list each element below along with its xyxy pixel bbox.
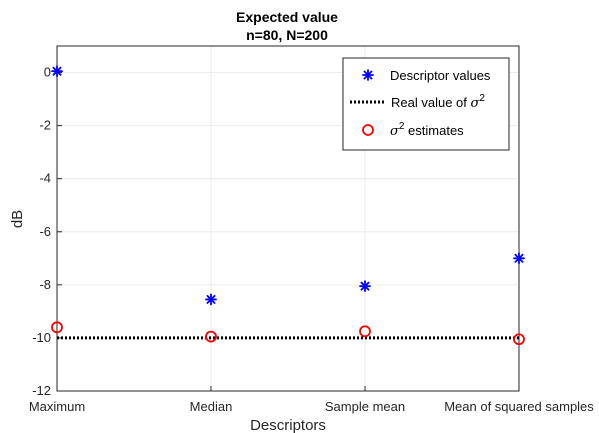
sigma-estimate-point [359, 325, 371, 338]
x-tick-label: Maximum [29, 399, 85, 414]
y-tick-label: -2 [39, 118, 51, 133]
y-tick-label: -4 [39, 171, 51, 186]
x-tick-label: Sample mean [325, 399, 405, 414]
asterisk-stroke [363, 70, 373, 80]
asterisk-stroke [206, 294, 216, 304]
legend-superscript: 2 [479, 93, 485, 104]
asterisk-stroke [514, 253, 524, 263]
sigma-estimate-point [205, 330, 217, 343]
asterisk-stroke [360, 281, 370, 291]
descriptor-value-point [359, 280, 371, 293]
legend-entry-label: Descriptor values [390, 68, 491, 83]
descriptor-value-point [51, 65, 63, 78]
y-tick-label: -6 [39, 224, 51, 239]
legend-label-text: Real value of [391, 95, 471, 110]
x-axis-label: Descriptors [250, 417, 326, 433]
descriptor-value-point [205, 293, 217, 306]
chart-title-line-2: n=80, N=200 [246, 27, 328, 43]
y-tick-label: -12 [32, 383, 51, 398]
legend-label-text: Descriptor values [390, 68, 491, 83]
chart-title-line-1: Expected value [236, 9, 338, 25]
legend-entry-label: σ2 estimates [390, 121, 464, 139]
x-tick-label: Median [190, 399, 233, 414]
legend-circle-icon [362, 124, 374, 136]
legend-asterisk-icon [362, 69, 374, 81]
x-tick-label: Mean of squared samples [444, 399, 594, 414]
asterisk-stroke [52, 66, 62, 76]
y-tick-label: -10 [32, 330, 51, 345]
y-tick-label: 0 [44, 65, 51, 80]
sigma-estimate-point [513, 333, 525, 346]
legend-sigma-symbol: σ [390, 124, 400, 139]
y-axis-label: dB [9, 210, 26, 228]
plot-area-border [56, 45, 520, 392]
legend-entry-label: Real value of σ2 [391, 93, 485, 111]
legend-suffix-text: estimates [404, 123, 464, 138]
legend-superscript: 2 [399, 121, 405, 132]
descriptor-value-point [513, 252, 525, 265]
y-tick-label: -8 [39, 277, 51, 292]
sigma-estimate-point [51, 321, 63, 334]
legend-sigma-symbol: σ [471, 96, 481, 111]
